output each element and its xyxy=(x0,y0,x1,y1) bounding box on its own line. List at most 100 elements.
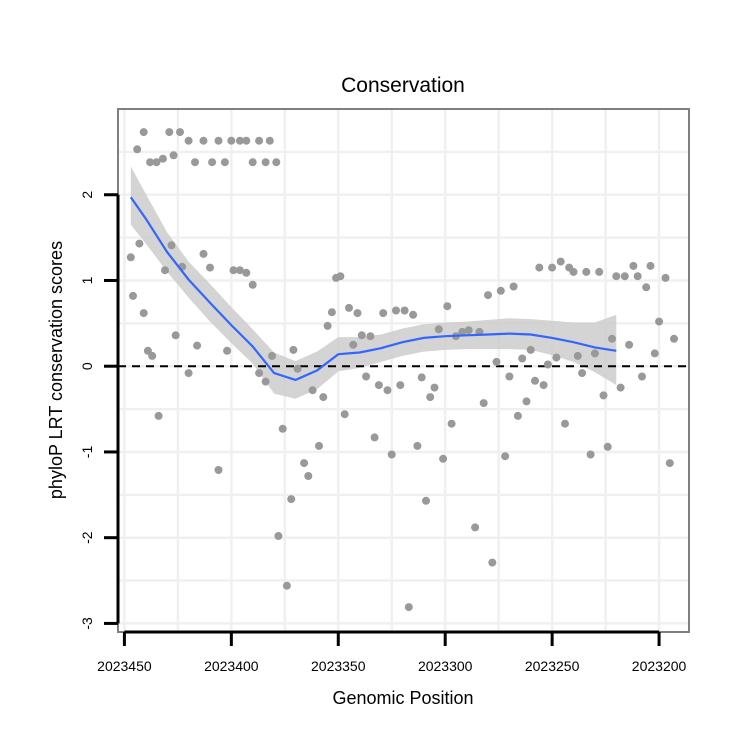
data-point xyxy=(220,158,229,167)
smooth-line-group xyxy=(129,196,617,382)
data-point xyxy=(548,263,557,272)
data-point xyxy=(214,466,223,474)
confidence-ribbon xyxy=(130,166,617,399)
data-point xyxy=(392,306,400,315)
x-tick-label: 2023300 xyxy=(418,658,473,674)
y-tick-label: 0 xyxy=(79,362,95,370)
data-point xyxy=(191,158,199,167)
data-point xyxy=(396,381,405,390)
data-point xyxy=(278,424,287,433)
data-point xyxy=(287,495,296,504)
data-point xyxy=(539,381,548,390)
data-point xyxy=(513,411,522,420)
data-point xyxy=(242,136,251,145)
data-point xyxy=(599,391,608,400)
data-point xyxy=(422,496,430,505)
data-point xyxy=(340,410,349,419)
data-point xyxy=(282,581,291,590)
x-tick-label: 2023350 xyxy=(311,658,366,674)
data-point xyxy=(439,454,448,463)
y-axis-title: phyloP LRT conservation scores xyxy=(46,241,66,499)
data-point xyxy=(193,341,202,350)
data-point xyxy=(573,351,582,360)
data-point xyxy=(169,151,178,160)
data-point xyxy=(255,136,264,145)
data-point xyxy=(458,327,467,336)
data-point xyxy=(582,267,591,276)
data-point xyxy=(409,310,418,319)
data-point xyxy=(531,376,539,385)
data-point xyxy=(413,441,422,450)
x-axis-title: Genomic Position xyxy=(332,688,473,708)
data-point xyxy=(625,340,634,349)
data-point xyxy=(586,450,595,459)
data-point xyxy=(650,349,659,358)
data-point xyxy=(620,272,629,281)
data-point xyxy=(158,154,167,163)
data-point xyxy=(670,334,678,343)
data-point xyxy=(345,303,353,312)
data-point xyxy=(578,369,587,378)
y-tick-label: -2 xyxy=(79,531,95,544)
x-tick-label: 2023400 xyxy=(204,658,259,674)
data-point xyxy=(464,326,473,335)
data-point xyxy=(229,266,238,275)
data-point xyxy=(268,351,276,360)
y-tick-label: -1 xyxy=(79,446,95,459)
data-point xyxy=(430,383,439,392)
data-point xyxy=(569,267,578,276)
y-tick-label: -3 xyxy=(79,617,95,630)
data-point xyxy=(417,373,426,382)
data-point xyxy=(139,128,148,137)
data-point xyxy=(543,360,552,369)
data-point xyxy=(501,452,510,461)
data-point xyxy=(323,321,332,330)
data-point xyxy=(227,136,236,145)
data-point xyxy=(374,381,383,390)
data-point xyxy=(426,393,435,402)
data-point xyxy=(488,558,497,567)
data-point xyxy=(327,308,336,317)
data-point xyxy=(655,317,664,326)
data-point xyxy=(139,309,148,318)
data-point xyxy=(434,325,443,334)
data-point xyxy=(199,136,208,145)
data-point xyxy=(235,266,244,275)
data-point xyxy=(152,158,161,167)
data-point xyxy=(447,419,456,428)
data-point xyxy=(383,386,392,395)
data-point xyxy=(349,340,358,349)
data-point xyxy=(248,158,257,167)
data-point xyxy=(319,393,328,402)
data-point xyxy=(535,263,544,272)
data-point xyxy=(638,372,646,381)
data-point xyxy=(304,472,313,480)
data-point xyxy=(293,364,302,373)
data-point xyxy=(126,253,135,262)
data-point xyxy=(556,257,565,266)
data-point xyxy=(171,331,180,340)
data-point xyxy=(387,450,396,459)
data-point xyxy=(167,241,176,250)
smooth-line xyxy=(129,196,617,382)
data-point xyxy=(148,351,157,360)
data-point xyxy=(404,603,413,612)
data-point xyxy=(370,433,379,442)
data-point xyxy=(362,372,371,381)
data-point xyxy=(522,397,531,406)
data-point xyxy=(265,136,274,145)
data-point xyxy=(242,268,251,277)
x-tick-label: 2023200 xyxy=(632,658,687,674)
data-point xyxy=(308,386,317,395)
data-point xyxy=(616,383,625,392)
data-point xyxy=(400,306,409,315)
data-point xyxy=(366,332,375,341)
data-point xyxy=(595,267,604,276)
data-point xyxy=(315,441,323,450)
data-point xyxy=(206,263,214,272)
confidence-ribbon-group xyxy=(130,166,617,399)
y-tick-label: 1 xyxy=(79,276,95,284)
data-point xyxy=(255,369,264,378)
data-point xyxy=(154,411,163,420)
